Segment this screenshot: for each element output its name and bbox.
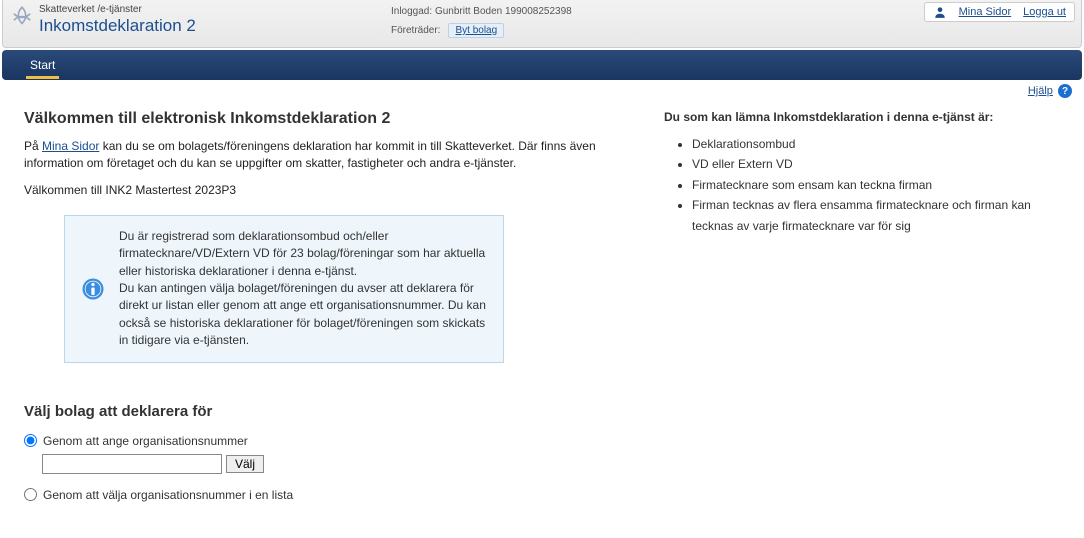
radio-by-list[interactable] — [24, 488, 37, 501]
welcome-sub: Välkommen till INK2 Mastertest 2023P3 — [24, 183, 624, 197]
represents-label: Företräder: — [391, 25, 440, 36]
top-bar: Skatteverket /e-tjänster Inkomstdeklarat… — [2, 0, 1082, 48]
login-info: Inloggad: Gunbritt Boden 199008252398 Fö… — [391, 6, 572, 38]
right-column: Du som kan lämna Inkomstdeklaration i de… — [664, 110, 1060, 508]
logout-link[interactable]: Logga ut — [1023, 6, 1066, 18]
radio-by-number[interactable] — [24, 434, 37, 447]
user-box: Mina Sidor Logga ut — [924, 2, 1075, 22]
page-root: Skatteverket /e-tjänster Inkomstdeklarat… — [0, 0, 1084, 538]
list-item: Firmatecknare som ensam kan teckna firma… — [692, 175, 1060, 195]
service-title: Inkomstdeklaration 2 — [39, 16, 196, 36]
pick-button[interactable]: Välj — [226, 455, 264, 473]
radio-by-number-label: Genom att ange organisationsnummer — [43, 434, 248, 448]
intro-suffix: kan du se om bolagets/föreningens deklar… — [24, 139, 596, 170]
welcome-heading: Välkommen till elektronisk Inkomstdeklar… — [24, 110, 624, 128]
person-icon — [933, 5, 947, 19]
radio-by-list-row[interactable]: Genom att välja organisationsnummer i en… — [24, 488, 624, 502]
list-item: Firman tecknas av flera ensamma firmatec… — [692, 195, 1060, 236]
list-item: VD eller Extern VD — [692, 154, 1060, 174]
my-pages-link[interactable]: Mina Sidor — [959, 6, 1012, 18]
intro-my-pages-link[interactable]: Mina Sidor — [42, 139, 99, 153]
info-p2: Du kan antingen välja bolaget/föreningen… — [119, 280, 487, 350]
help-row: Hjälp ? — [0, 80, 1084, 100]
info-text: Du är registrerad som deklarationsombud … — [119, 228, 487, 350]
info-icon — [81, 277, 105, 301]
intro-paragraph: På Mina Sidor kan du se om bolagets/före… — [24, 138, 624, 173]
radio-by-list-label: Genom att välja organisationsnummer i en… — [43, 488, 293, 502]
represents-row: Företräder: Byt bolag — [391, 23, 572, 38]
radio-by-number-row[interactable]: Genom att ange organisationsnummer — [24, 434, 624, 448]
logged-in-name: Gunbritt Boden 199008252398 — [435, 6, 572, 17]
org-input-row: Välj — [42, 454, 624, 474]
content: Välkommen till elektronisk Inkomstdeklar… — [0, 100, 1084, 538]
help-icon[interactable]: ? — [1058, 84, 1072, 98]
change-company-link[interactable]: Byt bolag — [455, 25, 497, 36]
agency-logo-icon — [9, 4, 35, 30]
right-heading: Du som kan lämna Inkomstdeklaration i de… — [664, 110, 1060, 124]
list-item: Deklarationsombud — [692, 134, 1060, 154]
logo-block: Skatteverket /e-tjänster Inkomstdeklarat… — [9, 4, 196, 36]
org-number-input[interactable] — [42, 454, 222, 474]
nav-bar: Start — [2, 50, 1082, 80]
right-list: Deklarationsombud VD eller Extern VD Fir… — [664, 134, 1060, 236]
left-column: Välkommen till elektronisk Inkomstdeklar… — [24, 110, 624, 508]
logged-in-line: Inloggad: Gunbritt Boden 199008252398 — [391, 6, 572, 17]
choose-heading: Välj bolag att deklarera för — [24, 403, 624, 420]
change-company-chip: Byt bolag — [448, 23, 504, 38]
agency-line: Skatteverket /e-tjänster — [39, 4, 196, 15]
info-box: Du är registrerad som deklarationsombud … — [64, 215, 504, 363]
tab-start[interactable]: Start — [26, 52, 59, 79]
info-p1: Du är registrerad som deklarationsombud … — [119, 228, 487, 280]
intro-prefix: På — [24, 139, 42, 153]
help-link[interactable]: Hjälp — [1028, 85, 1053, 97]
logged-in-label: Inloggad: — [391, 6, 432, 17]
